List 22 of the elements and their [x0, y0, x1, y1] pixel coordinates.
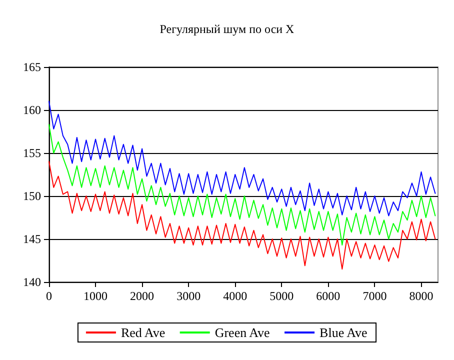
x-tick-label: 2000: [130, 289, 154, 303]
x-tick-label: 6000: [316, 289, 340, 303]
x-tick-label: 7000: [362, 289, 387, 303]
x-tick-label: 8000: [409, 289, 434, 303]
x-tick-label: 3000: [176, 289, 201, 303]
legend-label: Green Ave: [214, 325, 270, 340]
y-tick-label: 165: [23, 60, 41, 74]
legend-label: Blue Ave: [320, 325, 368, 340]
line-series: [48, 100, 436, 216]
x-tick-label: 0: [46, 289, 52, 303]
y-tick-label: 155: [23, 146, 41, 160]
y-tick-label: 145: [23, 232, 41, 246]
legend-label: Red Ave: [120, 325, 166, 340]
x-tick-label: 4000: [223, 289, 248, 303]
y-tick-label: 140: [23, 275, 41, 289]
y-tick-label: 160: [23, 103, 41, 117]
x-tick-label: 1000: [84, 289, 108, 303]
y-tick-label: 150: [23, 189, 41, 203]
line-series: [48, 124, 436, 246]
x-tick-label: 5000: [270, 289, 294, 303]
line-series: [48, 161, 436, 270]
chart-title: Регулярный шум по оси X: [160, 22, 295, 36]
